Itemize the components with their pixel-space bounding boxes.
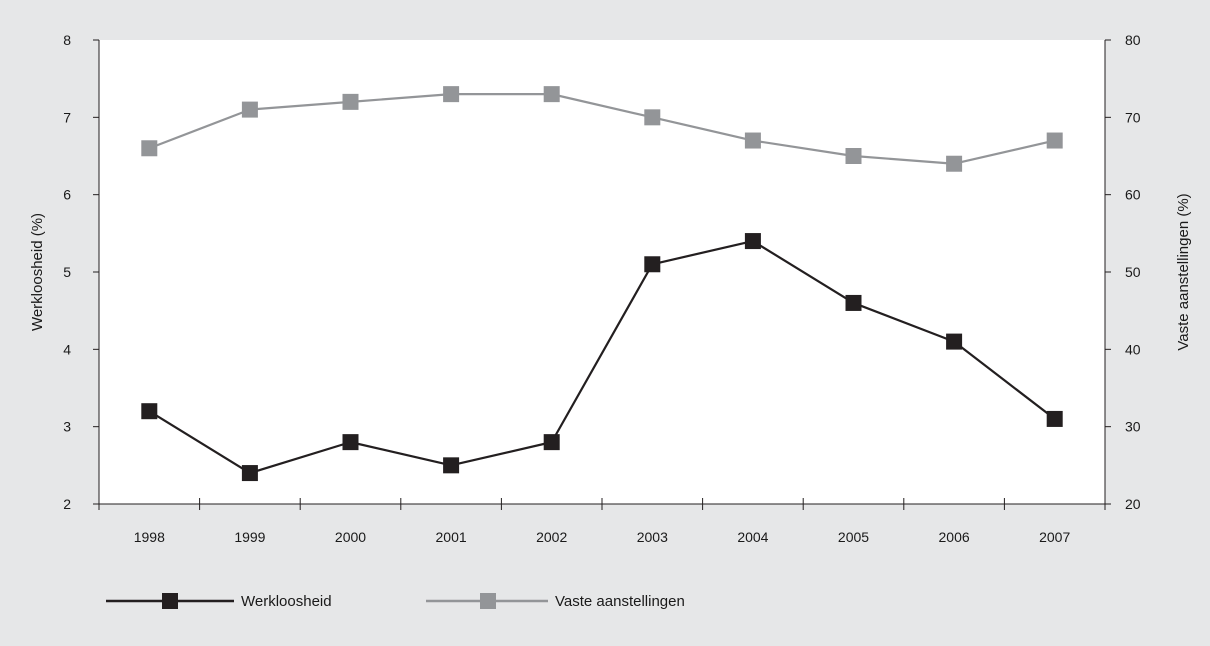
data-point-vaste-aanstellingen — [443, 86, 460, 103]
y-left-tick-label: 8 — [63, 32, 71, 48]
series-markers — [141, 86, 1063, 482]
x-tick-label: 2003 — [637, 529, 668, 545]
data-point-vaste-aanstellingen — [342, 93, 359, 110]
data-point-vaste-aanstellingen — [141, 140, 158, 157]
y-right-tick-label: 50 — [1125, 264, 1141, 280]
legend-label-vaste-aanstellingen: Vaste aanstellingen — [555, 593, 685, 610]
x-tick-label: 2000 — [335, 529, 366, 545]
legend: Werkloosheid Vaste aanstellingen — [106, 593, 685, 610]
data-point-vaste-aanstellingen — [1046, 132, 1063, 149]
series-line-werkloosheid — [148, 239, 1056, 475]
x-tick-label: 1998 — [134, 529, 165, 545]
axes: 1998 1999 2000 2001 2002 2003 2004 2005 2006 2007… — [63, 32, 1141, 545]
data-point-werkloosheid — [1046, 410, 1063, 427]
legend-marker-vaste-aanstellingen — [480, 593, 496, 609]
data-point-vaste-aanstellingen — [644, 109, 661, 126]
data-point-werkloosheid — [946, 333, 963, 350]
legend-item-vaste-aanstellingen: Vaste aanstellingen — [426, 593, 685, 610]
x-tick-label: 2007 — [1039, 529, 1070, 545]
y-left-tick-label: 5 — [63, 264, 71, 280]
y-right-tick-label: 80 — [1125, 32, 1141, 48]
y-left-tick-label: 4 — [63, 341, 71, 357]
y-right-tick-label: 70 — [1125, 109, 1141, 125]
y-left-tick-label: 7 — [63, 109, 71, 125]
data-point-werkloosheid — [644, 256, 661, 273]
x-tick-label: 2006 — [939, 529, 970, 545]
y-right-tick-label: 20 — [1125, 496, 1141, 512]
data-point-vaste-aanstellingen — [744, 132, 761, 149]
x-tick-label: 2005 — [838, 529, 869, 545]
plot-area — [99, 40, 1105, 504]
data-point-werkloosheid — [543, 434, 560, 451]
data-point-vaste-aanstellingen — [543, 86, 560, 103]
data-point-werkloosheid — [342, 434, 359, 451]
x-tick-label: 2002 — [536, 529, 567, 545]
legend-label-werkloosheid: Werkloosheid — [241, 593, 332, 610]
data-point-vaste-aanstellingen — [845, 148, 862, 164]
y-axis-left-title: Werkloosheid (%) — [29, 213, 46, 331]
x-tick-label: 2004 — [737, 529, 768, 545]
y-left-tick-label: 3 — [63, 419, 71, 435]
legend-item-werkloosheid: Werkloosheid — [106, 593, 332, 610]
data-point-werkloosheid — [141, 403, 158, 420]
x-tick-label: 1999 — [234, 529, 265, 545]
series-lines — [148, 93, 1056, 475]
series-line-vaste-aanstellingen — [148, 93, 1055, 165]
legend-marker-werkloosheid — [162, 593, 178, 609]
y-axis-right-title: Vaste aanstellingen (%) — [1175, 193, 1192, 350]
y-left-tick-label: 6 — [63, 187, 71, 203]
y-right-tick-label: 30 — [1125, 419, 1141, 435]
data-point-werkloosheid — [845, 294, 862, 311]
data-point-vaste-aanstellingen — [241, 101, 258, 118]
data-point-werkloosheid — [443, 457, 460, 474]
y-right-tick-label: 60 — [1125, 187, 1141, 203]
y-right-tick-label: 40 — [1125, 341, 1141, 357]
y-left-tick-label: 2 — [63, 496, 71, 512]
data-point-werkloosheid — [241, 465, 258, 482]
data-point-vaste-aanstellingen — [946, 155, 963, 172]
data-point-werkloosheid — [744, 233, 761, 250]
x-tick-label: 2001 — [436, 529, 467, 545]
